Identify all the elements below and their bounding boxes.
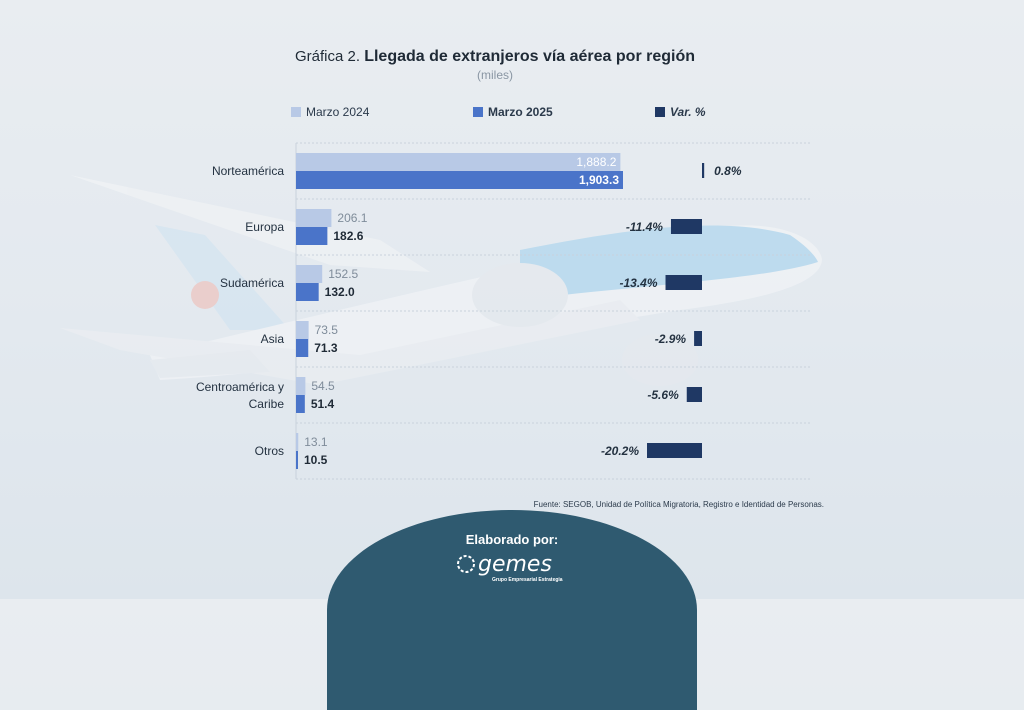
legend-swatch — [291, 107, 301, 117]
data-label-marzo-2025: 10.5 — [304, 453, 328, 467]
data-label-var-pct: -5.6% — [647, 388, 679, 402]
category-label: Norteamérica — [212, 164, 284, 178]
legend-item-marzo-2024: Marzo 2024 — [291, 105, 369, 119]
bar-marzo-2025 — [296, 395, 305, 413]
gemes-logo: gemes Grupo Empresarial Estrategia — [457, 552, 563, 583]
data-label-marzo-2024: 1,888.2 — [576, 155, 616, 169]
category-label: Sudamérica — [220, 276, 284, 290]
footer-label: Elaborado por: — [465, 532, 559, 547]
data-label-marzo-2024: 152.5 — [328, 267, 358, 281]
airplane-background-image — [150, 225, 818, 386]
legend-swatch — [655, 107, 665, 117]
legend-label: Marzo 2025 — [488, 105, 553, 119]
bar-marzo-2025 — [296, 451, 298, 469]
data-label-var-pct: -2.9% — [655, 332, 687, 346]
data-label-var-pct: -11.4% — [626, 220, 663, 234]
data-label-marzo-2025: 1,903.3 — [579, 173, 619, 187]
legend-label: Marzo 2024 — [306, 105, 370, 119]
bar-marzo-2024 — [296, 209, 332, 227]
bar-chart: Norteamérica 1,888.2 1,903.3 0.8% Europa 206.… — [196, 142, 810, 480]
data-label-marzo-2024: 206.1 — [337, 211, 367, 225]
data-label-marzo-2025: 182.6 — [333, 229, 363, 243]
bar-marzo-2025 — [296, 171, 623, 189]
category-label: Caribe — [249, 397, 285, 411]
bar-marzo-2024 — [296, 321, 309, 339]
data-label-marzo-2025: 51.4 — [311, 397, 335, 411]
category-label: Centroamérica y — [196, 380, 284, 394]
category-label: Asia — [261, 332, 285, 346]
bar-marzo-2025 — [296, 339, 309, 357]
bar-marzo-2024 — [296, 265, 323, 283]
source-note: Fuente: SEGOB, Unidad de Política Migrat… — [533, 500, 824, 509]
title-prefix: Gráfica 2. — [295, 48, 361, 65]
data-label-marzo-2024: 73.5 — [315, 323, 339, 337]
title-main: Llegada de extranjeros vía aérea por reg… — [364, 48, 695, 65]
data-label-marzo-2024: 54.5 — [311, 379, 335, 393]
data-label-var-pct: -20.2% — [601, 444, 639, 458]
legend-item-var-pct: Var. % — [655, 105, 706, 119]
data-label-marzo-2025: 71.3 — [314, 341, 338, 355]
bar-var-pct — [686, 387, 702, 402]
data-label-marzo-2025: 132.0 — [325, 285, 355, 299]
bar-marzo-2024 — [296, 153, 621, 171]
bar-marzo-2024 — [296, 377, 306, 395]
chart-title: Gráfica 2. Llegada de extranjeros vía aé… — [0, 48, 990, 66]
bar-var-pct — [694, 331, 702, 346]
bar-var-pct — [665, 275, 702, 290]
logo-subtext: Grupo Empresarial Estrategia — [492, 577, 563, 583]
bar-marzo-2025 — [296, 227, 328, 245]
chart-title-block: Gráfica 2. Llegada de extranjeros vía aé… — [0, 48, 990, 82]
category-label: Europa — [245, 220, 284, 234]
legend-label: Var. % — [670, 105, 706, 119]
bar-marzo-2025 — [296, 283, 319, 301]
legend-item-marzo-2025: Marzo 2025 — [473, 105, 553, 119]
data-label-var-pct: 0.8% — [714, 164, 742, 178]
bar-var-pct — [670, 219, 702, 234]
bar-var-pct — [702, 163, 705, 178]
data-label-var-pct: -13.4% — [619, 276, 657, 290]
category-label: Otros — [255, 444, 284, 458]
bar-var-pct — [647, 443, 702, 458]
logo-text: gemes — [478, 552, 552, 577]
chart-subtitle: (miles) — [477, 68, 513, 82]
bar-marzo-2024 — [296, 433, 299, 451]
data-label-marzo-2024: 13.1 — [304, 435, 328, 449]
legend-swatch — [473, 107, 483, 117]
